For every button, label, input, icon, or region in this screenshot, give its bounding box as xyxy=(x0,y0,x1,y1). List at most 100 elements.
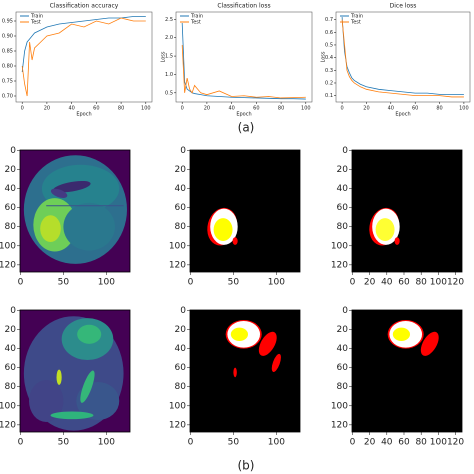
image-region xyxy=(271,353,281,372)
x-tick-label: 100 xyxy=(301,106,311,112)
y-tick-label: 0.5 xyxy=(325,42,333,48)
series-line xyxy=(181,23,306,100)
series-line xyxy=(341,17,464,95)
plot-frame xyxy=(19,149,131,273)
image-region xyxy=(213,218,233,242)
x-tick-label: 50 xyxy=(58,438,70,448)
legend-label: Test xyxy=(30,20,41,26)
y-tick-label: 40 xyxy=(175,184,187,194)
x-tick-label: 60 xyxy=(93,106,99,112)
y-tick-label: 40 xyxy=(337,344,349,354)
series-line xyxy=(181,45,306,99)
y-tick-label: 0 xyxy=(342,146,348,156)
plot-frame xyxy=(189,309,301,433)
y-tick-label: 0.95 xyxy=(2,19,13,25)
y-tick-label: 20 xyxy=(175,165,187,175)
x-tick-label: 40 xyxy=(381,438,393,448)
x-axis-label: Epoch xyxy=(236,112,251,118)
y-tick-label: 60 xyxy=(337,203,349,213)
x-tick-label: 80 xyxy=(415,438,427,448)
y-tick-label: 0.1 xyxy=(325,93,333,99)
y-tick-label: 2.5 xyxy=(165,17,173,23)
x-tick-label: 120 xyxy=(447,278,464,288)
x-tick-label: 100 xyxy=(268,278,285,288)
x-axis-label: Epoch xyxy=(76,112,91,118)
plot-frame xyxy=(351,309,463,433)
x-tick-label: 80 xyxy=(436,106,442,112)
series-line xyxy=(21,17,146,97)
image-region xyxy=(258,331,277,356)
y-tick-label: 100 xyxy=(331,401,348,411)
image-background xyxy=(352,150,462,272)
y-tick-label: 20 xyxy=(175,325,187,335)
image-region xyxy=(420,331,439,356)
image-region xyxy=(50,188,68,199)
y-tick-label: 120 xyxy=(169,260,186,270)
y-tick-label: 0.75 xyxy=(2,79,13,85)
image-region xyxy=(80,370,95,403)
y-tick-label: 40 xyxy=(5,344,17,354)
x-tick-label: 20 xyxy=(364,278,376,288)
x-tick-label: 20 xyxy=(204,106,210,112)
image-region xyxy=(56,369,62,385)
chart-title: Classification accuracy xyxy=(50,3,119,10)
y-tick-label: 20 xyxy=(337,165,349,175)
x-tick-label: 100 xyxy=(268,438,285,448)
x-tick-label: 100 xyxy=(98,438,115,448)
image-region xyxy=(63,202,115,251)
image-region xyxy=(77,324,102,344)
x-tick-label: 120 xyxy=(447,438,464,448)
y-tick-label: 0.80 xyxy=(2,64,13,70)
y-tick-label: 0.3 xyxy=(325,68,333,74)
series-line xyxy=(341,19,464,98)
y-tick-label: 80 xyxy=(5,222,17,232)
image-region xyxy=(40,215,61,242)
x-tick-label: 80 xyxy=(415,278,427,288)
x-tick-label: 0 xyxy=(18,438,24,448)
x-tick-label: 0 xyxy=(18,278,24,288)
image-region xyxy=(53,180,91,193)
y-tick-label: 60 xyxy=(175,203,187,213)
y-axis-label: Loss xyxy=(161,51,167,62)
y-tick-label: 80 xyxy=(175,222,187,232)
plot-frame xyxy=(175,11,313,103)
y-tick-label: 0 xyxy=(342,306,348,316)
legend-label: Test xyxy=(350,20,361,26)
y-tick-label: 0.2 xyxy=(325,80,333,86)
image-region xyxy=(233,367,237,378)
series-line xyxy=(21,16,146,73)
x-tick-label: 20 xyxy=(364,438,376,448)
y-tick-label: 0.85 xyxy=(2,49,13,55)
y-tick-label: 100 xyxy=(331,241,348,251)
image-region xyxy=(375,218,395,242)
y-tick-label: 60 xyxy=(337,363,349,373)
x-tick-label: 60 xyxy=(253,106,259,112)
legend-label: Test xyxy=(190,20,201,26)
image-region xyxy=(29,380,64,422)
plot-frame xyxy=(15,11,153,103)
x-tick-label: 40 xyxy=(388,106,394,112)
y-tick-label: 100 xyxy=(169,401,186,411)
y-tick-label: 0.7 xyxy=(325,17,333,23)
x-tick-label: 60 xyxy=(398,438,410,448)
x-tick-label: 100 xyxy=(430,278,447,288)
panel-label: (b) xyxy=(238,459,255,473)
y-tick-label: 20 xyxy=(337,325,349,335)
x-tick-label: 0 xyxy=(188,278,194,288)
y-tick-label: 80 xyxy=(337,222,349,232)
y-tick-label: 80 xyxy=(5,382,17,392)
y-axis-label: Loss xyxy=(321,51,327,62)
legend-label: Train xyxy=(190,14,203,20)
y-tick-label: 60 xyxy=(5,363,17,373)
legend-label: Train xyxy=(350,14,363,20)
y-tick-label: 0.70 xyxy=(2,94,13,100)
x-axis-label: Epoch xyxy=(395,112,410,118)
y-tick-label: 60 xyxy=(5,203,17,213)
x-tick-label: 100 xyxy=(430,438,447,448)
y-tick-label: 0 xyxy=(180,306,186,316)
y-tick-label: 0.6 xyxy=(325,30,333,36)
x-tick-label: 0 xyxy=(21,106,24,112)
chart-title: Classification loss xyxy=(217,3,270,10)
y-tick-label: 120 xyxy=(331,260,348,270)
x-tick-label: 60 xyxy=(412,106,418,112)
